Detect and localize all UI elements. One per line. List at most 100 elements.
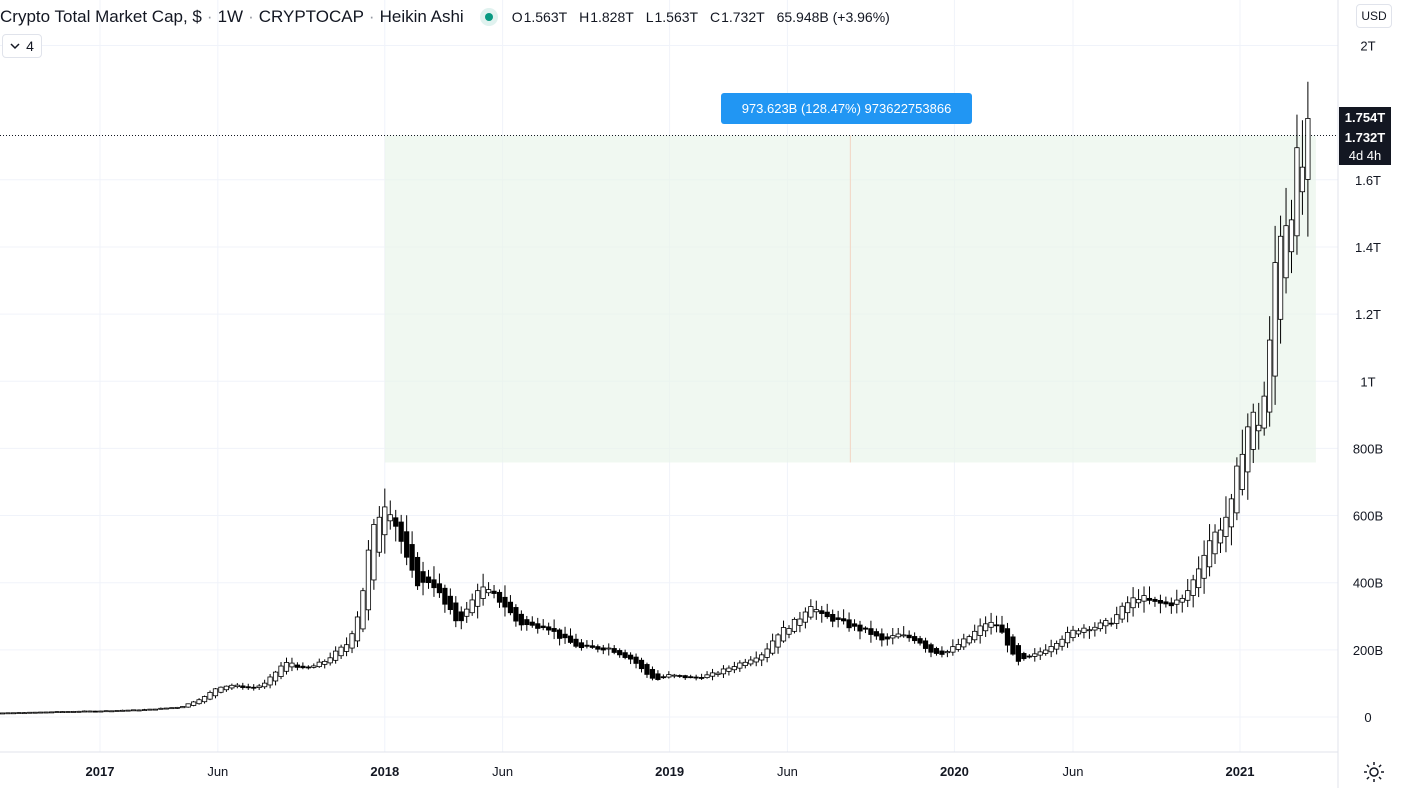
candle-body (562, 633, 568, 639)
candle-body (398, 521, 404, 542)
candle-body (1097, 622, 1103, 630)
candle-body (1092, 626, 1098, 631)
candle-body (354, 616, 361, 642)
candle-body (507, 601, 514, 614)
separator: · (368, 7, 375, 26)
candle-body (218, 686, 224, 693)
candle-body (10, 712, 16, 715)
candle-body (223, 685, 230, 691)
y-tick-label: 800B (1353, 441, 1383, 456)
candle-body (1272, 262, 1278, 377)
candle-body (305, 666, 311, 669)
candle-body (180, 706, 186, 709)
close-value: 1.732T (721, 9, 765, 25)
candle-body (704, 674, 710, 679)
candle-body (65, 711, 71, 713)
candle-body (491, 590, 497, 594)
gear-icon[interactable] (1362, 760, 1386, 784)
candle-body (780, 627, 787, 642)
candle-body (1196, 568, 1202, 589)
candle-body (1185, 590, 1191, 601)
candle-body (1288, 219, 1295, 253)
candle-body (1119, 605, 1125, 620)
candle-body (638, 659, 645, 670)
candle-body (1179, 597, 1185, 603)
candle-body (1103, 620, 1109, 627)
candle-body (136, 709, 142, 712)
indicators-collapse-button[interactable]: 4 (2, 34, 42, 58)
candle-body (988, 621, 994, 628)
price-axis[interactable]: 0 200B 400B 600B 800B 1T 1.2T 1.4T 1.6T 2T (1353, 39, 1383, 726)
candle-body (933, 648, 940, 654)
candle-body (92, 710, 98, 713)
candle-body (830, 614, 836, 622)
candle-body (851, 623, 858, 627)
candle-body (611, 648, 617, 653)
candle-body (262, 682, 268, 688)
countdown-tag: 4d 4h (1349, 148, 1382, 163)
candle-body (846, 619, 852, 629)
candle-body (163, 707, 169, 710)
candle-body (556, 629, 563, 639)
candle-body (38, 711, 44, 714)
candle-body (480, 586, 486, 599)
x-tick-label: 2021 (1226, 764, 1255, 779)
x-tick-label: 2017 (86, 764, 115, 779)
candle-body (464, 608, 470, 617)
candle-body (939, 650, 945, 655)
candle-body (775, 634, 781, 648)
chart-style-label[interactable]: Heikin Ashi (379, 7, 464, 26)
candle-body (966, 636, 972, 644)
interval-label[interactable]: 1W (217, 7, 244, 26)
candle-body (431, 579, 437, 589)
exchange-label[interactable]: CRYPTOCAP (258, 7, 364, 26)
candles-group (0, 81, 1311, 715)
candle-body (152, 708, 159, 711)
symbol-title[interactable]: Crypto Total Market Cap, $ (0, 7, 202, 26)
candle-body (382, 506, 388, 536)
candle-body (1130, 597, 1136, 609)
price-tags: 1.754T 1.732T 4d 4h (1339, 107, 1391, 165)
y-tick-label: 1.6T (1355, 173, 1381, 188)
candle-body (595, 646, 601, 650)
candle-body (289, 662, 295, 668)
candle-body (278, 665, 284, 677)
candle-body (699, 677, 705, 679)
currency-button[interactable]: USD (1356, 4, 1392, 28)
y-tick-label: 1.2T (1355, 307, 1381, 322)
candle-body (21, 712, 27, 715)
candle-body (944, 651, 950, 654)
candle-body (770, 640, 776, 654)
candle-body (546, 626, 552, 631)
candle-body (1217, 529, 1224, 544)
candle-body (103, 710, 109, 713)
candle-body (32, 711, 38, 714)
y-tick-label: 600B (1353, 509, 1383, 524)
candle-body (977, 625, 983, 636)
candle-body (1059, 638, 1065, 647)
candle-body (1070, 629, 1076, 639)
candle-body (764, 648, 770, 658)
market-status-icon[interactable] (479, 8, 498, 26)
candle-body (141, 709, 148, 711)
candle-body (283, 662, 290, 672)
candle-body (43, 711, 49, 714)
separator: · (206, 7, 213, 26)
time-axis[interactable]: 2017 Jun 2018 Jun 2019 Jun 2020 Jun 2021 (86, 764, 1255, 779)
candle-body (884, 636, 890, 640)
candle-body (1305, 118, 1311, 180)
x-tick-label: Jun (492, 764, 513, 779)
candle-body (1135, 599, 1142, 604)
candle-body (627, 654, 634, 660)
candle-body (234, 684, 240, 688)
candle-body (1125, 602, 1131, 614)
candle-body (485, 589, 492, 594)
candle-body (333, 650, 339, 661)
candle-body (1174, 599, 1180, 605)
candle-body (81, 710, 87, 713)
candle-body (109, 710, 115, 713)
candle-body (682, 675, 688, 679)
candle-body (835, 617, 841, 620)
ohlc-values: O1.563T H1.828T L1.563T C1.732T 65.948B … (512, 9, 898, 25)
